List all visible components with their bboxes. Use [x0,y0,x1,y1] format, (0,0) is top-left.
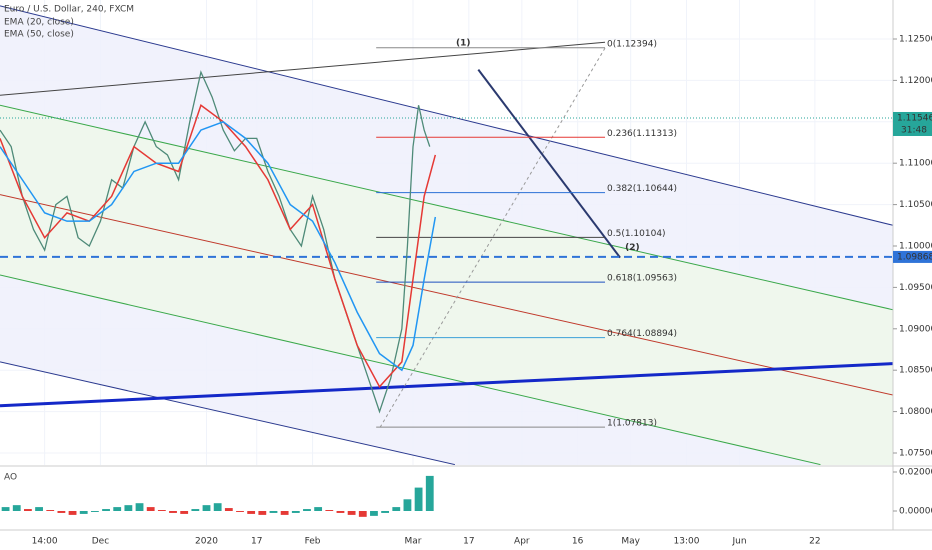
ao-bar [392,507,401,511]
x-tick-label: Dec [92,537,109,547]
ao-bar [180,510,189,514]
ao-bar [347,510,356,515]
y-tick-label: 1.08500 [899,366,932,376]
ao-bar [224,508,233,511]
y-tick-label: 1.09000 [899,324,932,334]
ao-bar [124,505,133,511]
fib-label: 0.382(1.10644) [607,184,677,194]
ao-bar [314,507,323,511]
countdown-box [893,123,932,136]
ao-bar [35,507,43,511]
price-label-box [893,111,932,124]
ao-bar [202,505,211,511]
ao-bar [258,510,267,515]
ao-bar [102,509,110,511]
trend-line [0,104,893,311]
trend-line [0,361,455,465]
price-label-box [893,250,932,263]
fib-label: 0.764(1.08894) [607,329,677,339]
ao-bar [113,507,122,511]
ao-bar [336,510,345,513]
ao-bar [57,510,66,513]
countdown: 31:48 [901,125,927,135]
legend-entry: EMA (20, close) [4,18,74,28]
x-tick-label: Mar [405,537,422,547]
fib-label: 0(1.12394) [607,39,657,49]
x-tick-label: 2020 [195,537,218,547]
y-tick-label: 1.11000 [899,159,932,169]
y-tick-label: 1.08000 [899,407,932,417]
ao-bar [325,510,334,511]
legend-entry: EMA (50, close) [4,30,74,40]
ao-bar [1,507,10,511]
price-label: 1.11546 [897,113,932,123]
ao-bar [269,510,278,513]
axes [0,0,932,531]
ema-line [0,120,437,372]
ao-bar [90,510,99,512]
x-tick-label: May [621,537,640,547]
ema-line [0,104,437,389]
price-label: 1.09868 [897,252,932,262]
x-tick-label: 13:00 [674,537,700,547]
ao-bar [291,510,300,513]
ao-bar [169,510,177,513]
trend-line [0,362,893,408]
ao-pane [1,475,434,517]
x-tick-label: Apr [514,537,530,547]
price-line-series [0,70,431,414]
ao-bar [135,503,144,511]
y-tick-label: 1.10500 [899,200,932,210]
ao-bar [303,509,311,511]
ao-bar [23,509,32,511]
y-tick-label: 1.09500 [899,283,932,293]
trend-line [477,69,621,259]
annotation: (1) [456,39,471,49]
annotation: (2) [625,243,640,253]
x-tick-label: 17 [463,537,474,547]
ao-bar [146,507,155,511]
trend-line [0,5,893,226]
chart-title: Euro / U.S. Dollar, 240, FXCM [4,5,134,15]
fib-label: 0.236(1.11313) [607,129,677,139]
ao-bar [358,510,367,517]
ao-bar [46,510,55,511]
fib-label: 0.5(1.10104) [607,229,666,239]
ao-bar [403,499,412,511]
ao-bar [280,510,289,515]
trend-line [0,194,893,396]
ao-bar [191,509,200,511]
trend-line [379,47,606,428]
ao-bar [381,510,390,513]
ao-tick-label: 0.00000 [899,506,932,516]
ao-bar [12,505,21,511]
y-tick-label: 1.10000 [899,241,932,251]
x-tick-label: Jun [731,537,746,547]
fib-label: 0.618(1.09563) [607,274,677,284]
fib-label: 1(1.07813) [607,419,657,429]
ao-bar [68,510,77,515]
x-tick-label: 16 [572,537,584,547]
ao-bar [370,510,378,516]
trend-line [0,274,821,465]
ao-title: AO [4,473,17,483]
x-tick-label: 14:00 [32,537,58,547]
main-pane: 0(1.12394) 0.236(1.11313) 0.382(1.10644) 0.… [0,0,893,465]
x-tick-label: Feb [305,537,321,547]
y-tick-label: 1.12500 [899,34,932,44]
y-tick-label: 1.07500 [899,448,932,458]
ao-bar [247,510,256,514]
ao-bar [425,475,434,511]
y-tick-label: 1.12000 [899,76,932,86]
ao-bar [157,510,166,511]
ao-bar [79,510,88,514]
x-tick-label: 22 [809,537,820,547]
ao-bar [414,487,423,511]
ao-bar [213,503,222,511]
x-tick-label: 17 [251,537,262,547]
trend-line [0,41,606,96]
ao-bar [236,510,244,512]
